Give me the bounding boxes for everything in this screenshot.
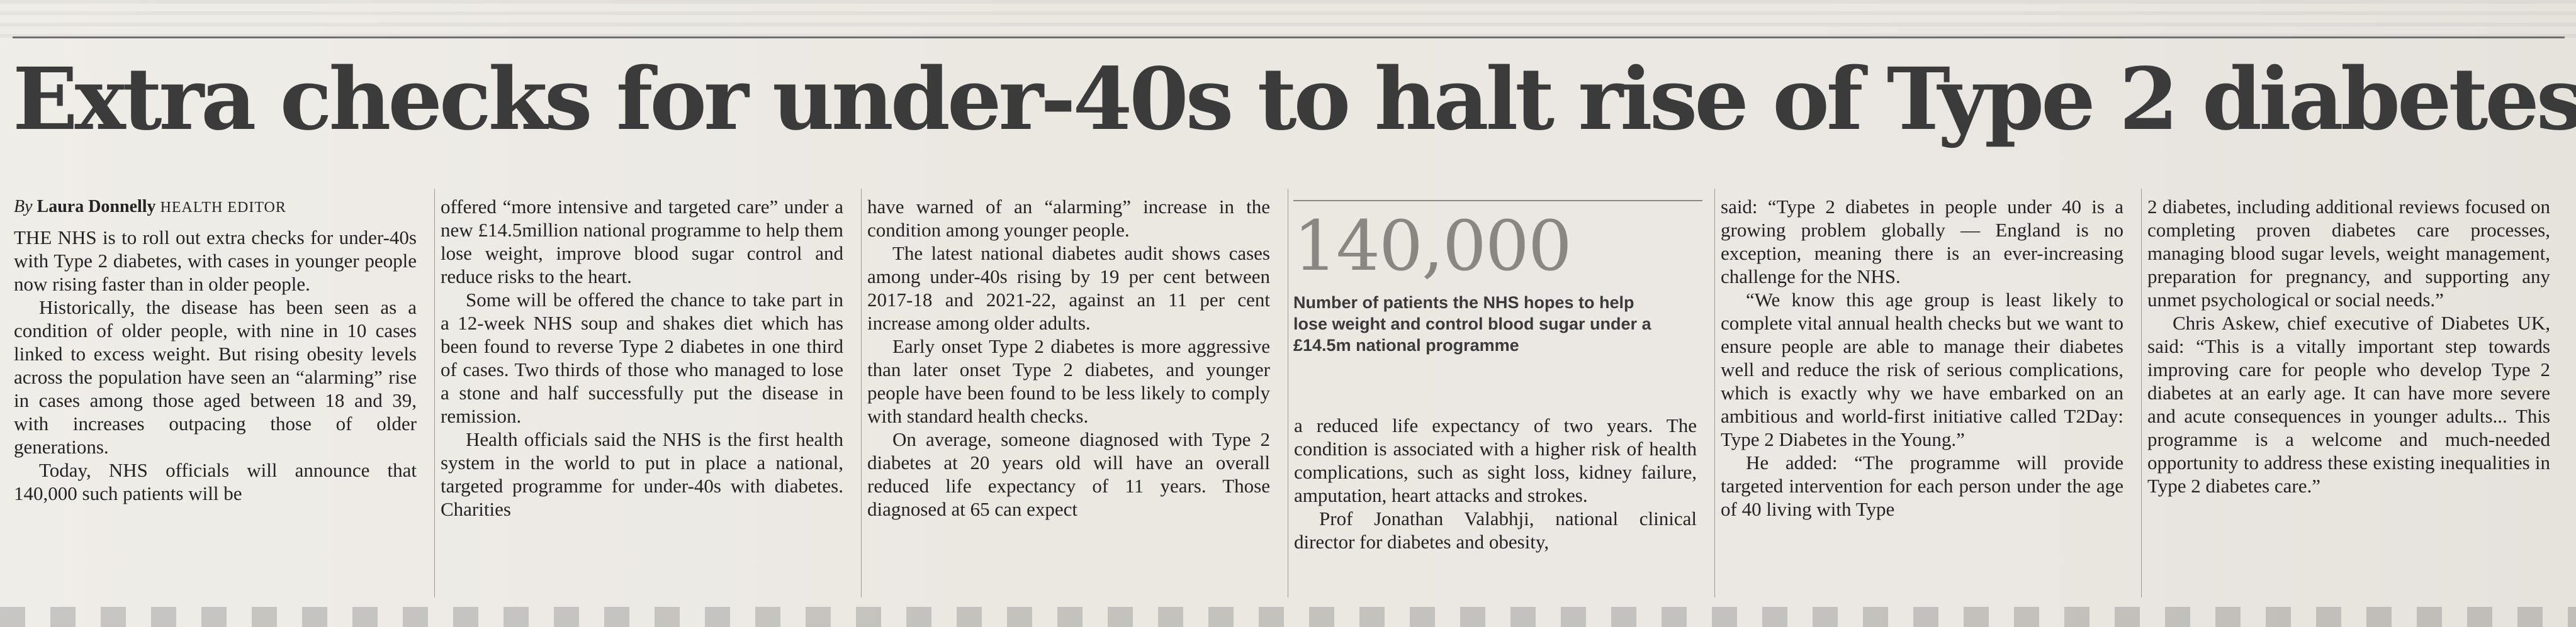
paragraph: Historically, the disease has been seen … — [14, 296, 417, 458]
paragraph: a reduced life expectancy of two years. … — [1294, 414, 1697, 506]
article-column-5: said: “Type 2 diabetes in people under 4… — [1721, 195, 2123, 521]
paragraph: said: “Type 2 diabetes in people under 4… — [1721, 196, 2123, 287]
column-divider — [861, 189, 862, 597]
byline-role: HEALTH EDITOR — [160, 199, 286, 216]
paragraph: THE NHS is to roll out extra checks for … — [14, 226, 417, 295]
paragraph: have warned of an “alarming” increase in… — [867, 196, 1270, 241]
byline-by: By — [14, 197, 33, 216]
paragraph: He added: “The programme will provide ta… — [1721, 452, 2123, 520]
paragraph: Health officials said the NHS is the fir… — [441, 428, 843, 520]
paragraph: Prof Jonathan Valabhji, national clinica… — [1294, 508, 1697, 553]
paragraph: “We know this age group is least likely … — [1721, 289, 2123, 450]
column-divider — [2141, 189, 2142, 597]
column-divider — [434, 189, 435, 597]
paragraph: 2 diabetes, including additional reviews… — [2147, 196, 2550, 311]
article-column-4: a reduced life expectancy of two years. … — [1294, 414, 1697, 602]
article-column-2: offered “more intensive and targeted car… — [441, 195, 843, 521]
paragraph: The latest national diabetes audit shows… — [867, 242, 1270, 334]
byline: By Laura Donnelly HEALTH EDITOR — [14, 195, 417, 219]
paragraph: Some will be offered the chance to take … — [441, 289, 843, 427]
top-rule — [13, 36, 2565, 38]
paragraph: Today, NHS officials will announce that … — [14, 459, 417, 504]
column-divider — [1714, 189, 1715, 597]
paragraph: On average, someone diagnosed with Type … — [867, 428, 1270, 520]
paragraph: offered “more intensive and targeted car… — [441, 196, 843, 287]
paragraph: Chris Askew, chief executive of Diabetes… — [2147, 312, 2550, 497]
paragraph: Early onset Type 2 diabetes is more aggr… — [867, 335, 1270, 427]
stat-callout: 140,000 Number of patients the NHS hopes… — [1293, 200, 1702, 389]
stat-number: 140,000 — [1293, 206, 1572, 286]
stat-rule — [1293, 200, 1702, 201]
article-headline: Extra checks for under-40s to halt rise … — [13, 49, 2576, 150]
article-column-3: have warned of an “alarming” increase in… — [867, 195, 1270, 521]
next-article-edge — [0, 607, 2576, 627]
article-column-6: 2 diabetes, including additional reviews… — [2147, 195, 2550, 497]
stat-caption: Number of patients the NHS hopes to help… — [1293, 293, 1651, 355]
article-column-1: By Laura Donnelly HEALTH EDITOR THE NHS … — [14, 195, 417, 505]
byline-author: Laura Donnelly — [37, 197, 156, 216]
